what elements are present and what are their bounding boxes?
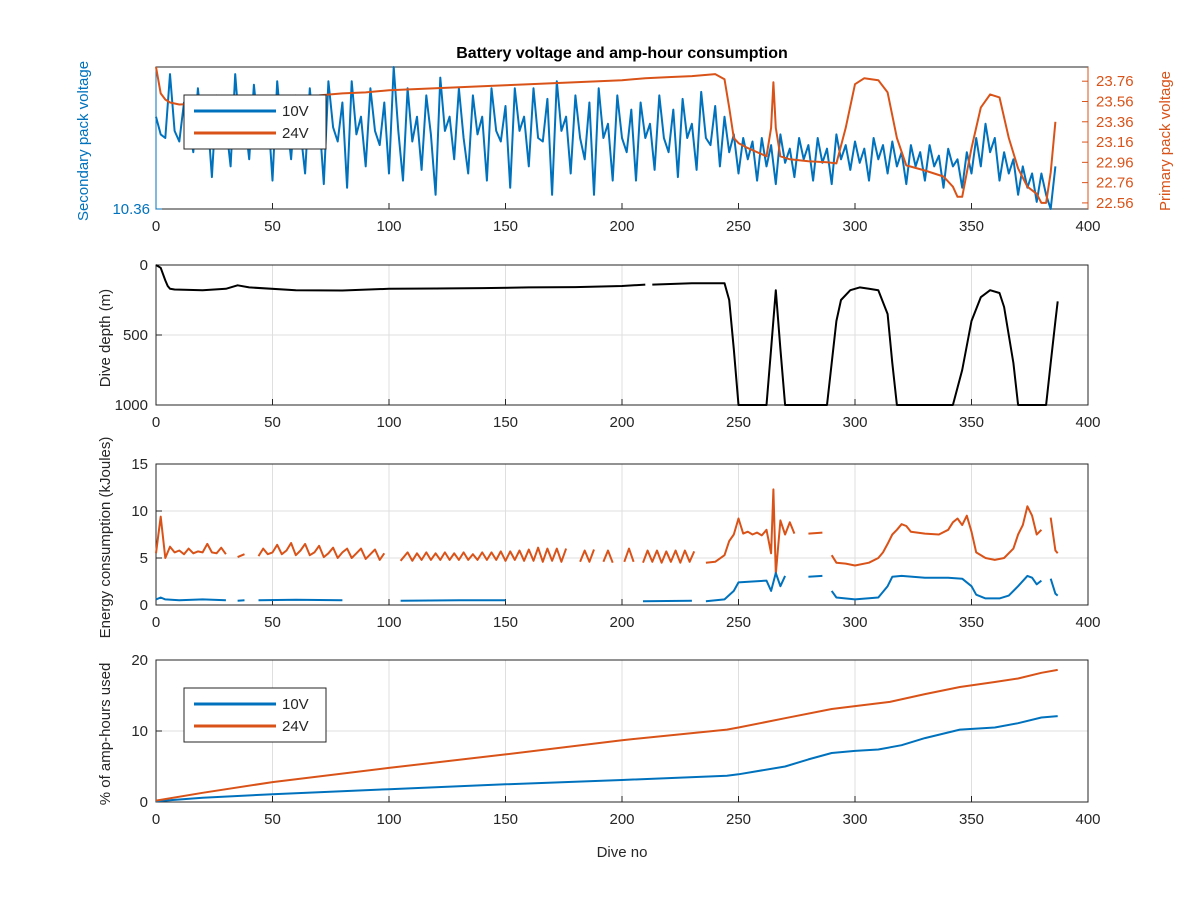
y-tick-label: 1000	[115, 397, 148, 414]
x-tick-label: 100	[376, 218, 401, 235]
x-tick-label: 150	[493, 811, 518, 828]
x-axis-label: Dive no	[597, 844, 648, 861]
x-tick-label: 250	[726, 614, 751, 631]
legend-box	[183, 94, 327, 150]
right-y-tick-label: 22.76	[1096, 175, 1134, 192]
x-tick-label: 50	[264, 811, 281, 828]
x-tick-label: 0	[152, 414, 160, 431]
series-line-10v-amphours	[155, 715, 1058, 803]
legend-label-10v: 10V	[282, 696, 309, 713]
y-tick-label: 10	[131, 723, 148, 740]
series-line-24v-energy	[155, 488, 1059, 575]
right-y-tick-label: 23.76	[1096, 73, 1134, 90]
x-tick-label: 350	[959, 218, 984, 235]
axes-frame-energy	[155, 463, 1089, 606]
series-line-10v-energy	[155, 572, 1059, 603]
y-tick-label: 10	[131, 503, 148, 520]
x-tick-label: 250	[726, 414, 751, 431]
x-tick-label: 150	[493, 218, 518, 235]
x-tick-label: 350	[959, 414, 984, 431]
x-tick-label: 100	[376, 414, 401, 431]
x-tick-label: 0	[152, 218, 160, 235]
x-tick-label: 200	[609, 414, 634, 431]
x-tick-label: 400	[1075, 614, 1100, 631]
right-y-tick-label: 23.56	[1096, 93, 1134, 110]
legend-box	[183, 687, 327, 743]
x-tick-label: 300	[842, 218, 867, 235]
x-tick-label: 150	[493, 614, 518, 631]
legend-label-24v: 24V	[282, 718, 309, 735]
y-tick-label: 20	[131, 652, 148, 669]
x-tick-label: 100	[376, 811, 401, 828]
x-tick-label: 350	[959, 614, 984, 631]
y-tick-label: 0	[140, 257, 148, 274]
x-tick-label: 400	[1075, 218, 1100, 235]
y-tick-label: 500	[123, 327, 148, 344]
x-tick-label: 0	[152, 614, 160, 631]
x-tick-label: 250	[726, 218, 751, 235]
series-line-24v-voltage	[155, 66, 1057, 204]
axes-frame-depth	[155, 264, 1089, 406]
right-y-tick-label: 22.56	[1096, 195, 1134, 212]
y-tick-label: 0	[140, 597, 148, 614]
x-tick-label: 0	[152, 811, 160, 828]
legend-label-24v: 24V	[282, 125, 309, 142]
series-line-24v-amphours	[155, 668, 1058, 802]
x-tick-label: 200	[609, 218, 634, 235]
y-axis-label-energy: Energy consumption (kJoules)	[97, 437, 114, 639]
x-tick-label: 300	[842, 414, 867, 431]
right-y-tick-label: 23.36	[1096, 114, 1134, 131]
y-tick-label: 5	[140, 550, 148, 567]
series-line-depth-depth	[155, 264, 1059, 406]
x-tick-label: 100	[376, 614, 401, 631]
figure-title: Battery voltage and amp-hour consumption	[456, 45, 788, 62]
x-tick-label: 400	[1075, 811, 1100, 828]
axes-frame-amphours	[155, 659, 1089, 803]
x-tick-label: 400	[1075, 414, 1100, 431]
y-axis-label-amphours: % of amp-hours used	[97, 663, 114, 806]
y-tick-label: 15	[131, 456, 148, 473]
x-tick-label: 250	[726, 811, 751, 828]
x-tick-label: 50	[264, 218, 281, 235]
y-tick-label: 0	[140, 794, 148, 811]
x-tick-label: 300	[842, 614, 867, 631]
right-y-tick-label: 23.16	[1096, 134, 1134, 151]
x-tick-label: 50	[264, 414, 281, 431]
x-tick-label: 200	[609, 614, 634, 631]
y-axis-label-left: Secondary pack voltage	[75, 61, 92, 221]
y-axis-label-depth: Dive depth (m)	[97, 289, 114, 387]
x-tick-label: 350	[959, 811, 984, 828]
right-y-tick-label: 22.96	[1096, 154, 1134, 171]
x-tick-label: 150	[493, 414, 518, 431]
x-tick-label: 50	[264, 614, 281, 631]
y-axis-label-right: Primary pack voltage	[1157, 71, 1174, 211]
x-tick-label: 300	[842, 811, 867, 828]
legend-label-10v: 10V	[282, 103, 309, 120]
x-tick-label: 200	[609, 811, 634, 828]
left-y-tick-label: 10.36	[112, 201, 150, 218]
series-line-10v-voltage	[155, 66, 1057, 210]
